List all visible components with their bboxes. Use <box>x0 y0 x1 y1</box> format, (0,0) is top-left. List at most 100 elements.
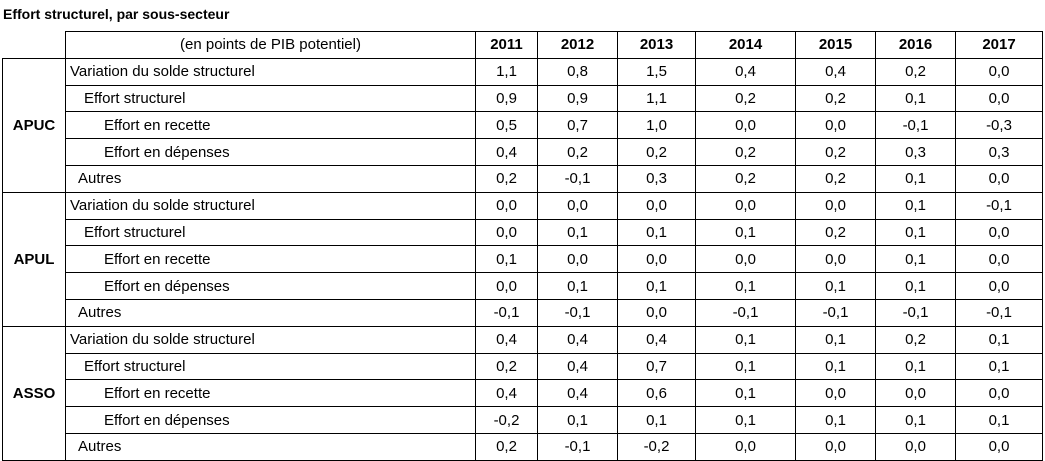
data-row: APUC Variation du solde structurel 1,1 0,8 1… <box>2 57 1043 193</box>
value-cell: 0,1 <box>695 379 796 408</box>
year-header: 2014 <box>695 31 796 59</box>
row-label: Effort en dépenses <box>65 406 476 434</box>
row-label: Autres <box>65 164 476 193</box>
value-cell: 0,4 <box>537 325 618 354</box>
value-cell: 0,1 <box>537 406 618 434</box>
value-cell: 0,0 <box>955 379 1043 408</box>
value-cell: 0,0 <box>475 191 538 220</box>
year-header: 2011 <box>475 31 538 59</box>
value-cell: 0,1 <box>795 272 876 300</box>
value-cell: 0,9 <box>475 84 538 113</box>
value-cell: 0,4 <box>475 325 538 354</box>
value-cell: 0,0 <box>695 245 796 274</box>
value-cell: 0,1 <box>875 352 956 381</box>
table-title: Effort structurel, par sous-secteur <box>3 6 230 22</box>
group-label: ASSO <box>2 325 66 461</box>
row-label: Autres <box>65 432 476 461</box>
year-header: 2013 <box>617 31 696 59</box>
value-cell: 0,0 <box>617 298 696 327</box>
value-cell: 0,2 <box>795 84 876 113</box>
header-row: (en points de PIB potentiel) 2011 2012 2013… <box>3 31 1043 59</box>
row-label: Effort structurel <box>65 352 476 381</box>
value-cell: 0,2 <box>875 325 956 354</box>
value-cell: 0,0 <box>795 111 876 140</box>
value-cell: 0,0 <box>875 432 956 461</box>
value-cell: 0,1 <box>875 272 956 300</box>
value-cell: -0,1 <box>875 111 956 140</box>
value-cell: 0,3 <box>875 138 956 166</box>
group-label: APUC <box>2 57 66 193</box>
value-cell: 0,1 <box>617 218 696 247</box>
value-cell: 0,1 <box>955 352 1043 381</box>
value-cell: -0,1 <box>875 298 956 327</box>
value-cell: 0,4 <box>475 138 538 166</box>
value-cell: 0,0 <box>955 432 1043 461</box>
data-row: ASSO Variation du solde structurel 0,4 0,4 0… <box>2 325 1043 461</box>
value-cell: 0,0 <box>617 245 696 274</box>
value-cell: -0,1 <box>955 298 1043 327</box>
value-cell: 0,0 <box>695 111 796 140</box>
value-cell: 0,0 <box>475 272 538 300</box>
row-label: Effort structurel <box>65 84 476 113</box>
data-row: Autres 0,2 -0,1 -0,2 0,0 0,0 0,0 0,0 <box>3 432 1043 461</box>
value-cell: 0,6 <box>617 379 696 408</box>
value-cell: 0,2 <box>795 218 876 247</box>
value-cell: 0,0 <box>955 218 1043 247</box>
value-cell: -0,1 <box>537 298 618 327</box>
value-cell: 0,1 <box>955 406 1043 434</box>
value-cell: 0,1 <box>875 245 956 274</box>
data-row: Effort structurel 0,0 0,1 0,1 0,1 0,2 0,1 0,0 <box>3 218 1043 247</box>
row-label: Autres <box>65 298 476 327</box>
value-cell: 0,2 <box>695 84 796 113</box>
row-label: Effort en recette <box>65 245 476 274</box>
value-cell: -0,2 <box>617 432 696 461</box>
data-row: Autres -0,1 -0,1 0,0 -0,1 -0,1 -0,1 -0,1 <box>3 298 1043 327</box>
value-cell: 0,1 <box>875 191 956 220</box>
value-cell: 1,5 <box>617 57 696 86</box>
data-row: Effort en dépenses -0,2 0,1 0,1 0,1 0,1 0,1 0,1 <box>3 406 1043 434</box>
value-cell: -0,1 <box>795 298 876 327</box>
value-cell: 0,1 <box>795 325 876 354</box>
value-cell: 1,1 <box>475 57 538 86</box>
value-cell: -0,1 <box>537 164 618 193</box>
value-cell: 0,1 <box>537 218 618 247</box>
value-cell: 0,1 <box>695 272 796 300</box>
unit-cell: (en points de PIB potentiel) <box>65 31 476 59</box>
value-cell: 0,0 <box>955 245 1043 274</box>
data-row: Effort en recette 0,5 0,7 1,0 0,0 0,0 -0,1 -0,3 <box>3 111 1043 140</box>
value-cell: 0,8 <box>537 57 618 86</box>
value-cell: 0,1 <box>695 218 796 247</box>
value-cell: -0,1 <box>475 298 538 327</box>
value-cell: 0,0 <box>537 191 618 220</box>
row-label: Variation du solde structurel <box>65 191 476 220</box>
year-header: 2016 <box>875 31 956 59</box>
value-cell: 0,1 <box>955 325 1043 354</box>
value-cell: -0,1 <box>695 298 796 327</box>
row-label: Effort en dépenses <box>65 272 476 300</box>
data-table: (en points de PIB potentiel) 2011 2012 2013… <box>2 31 1043 461</box>
value-cell: 0,5 <box>475 111 538 140</box>
row-label: Effort en dépenses <box>65 138 476 166</box>
value-cell: 0,7 <box>617 352 696 381</box>
value-cell: 0,0 <box>475 218 538 247</box>
value-cell: 0,2 <box>695 164 796 193</box>
value-cell: 0,0 <box>795 245 876 274</box>
value-cell: 0,3 <box>955 138 1043 166</box>
value-cell: 0,2 <box>795 164 876 193</box>
value-cell: 1,0 <box>617 111 696 140</box>
data-row: Effort structurel 0,9 0,9 1,1 0,2 0,2 0,1 0,0 <box>3 84 1043 113</box>
value-cell: 0,0 <box>695 191 796 220</box>
corner-cell <box>3 32 66 59</box>
value-cell: 0,1 <box>795 352 876 381</box>
data-row: Effort structurel 0,2 0,4 0,7 0,1 0,1 0,1 0,1 <box>3 352 1043 381</box>
value-cell: 0,0 <box>955 57 1043 86</box>
value-cell: -0,1 <box>955 191 1043 220</box>
data-row: Effort en dépenses 0,4 0,2 0,2 0,2 0,2 0,3 0,3 <box>3 138 1043 166</box>
year-header: 2012 <box>537 31 618 59</box>
value-cell: 0,0 <box>795 379 876 408</box>
value-cell: -0,2 <box>475 406 538 434</box>
value-cell: 0,0 <box>955 272 1043 300</box>
data-row: APUL Variation du solde structurel 0,0 0,0 0… <box>2 191 1043 327</box>
value-cell: 0,2 <box>475 164 538 193</box>
